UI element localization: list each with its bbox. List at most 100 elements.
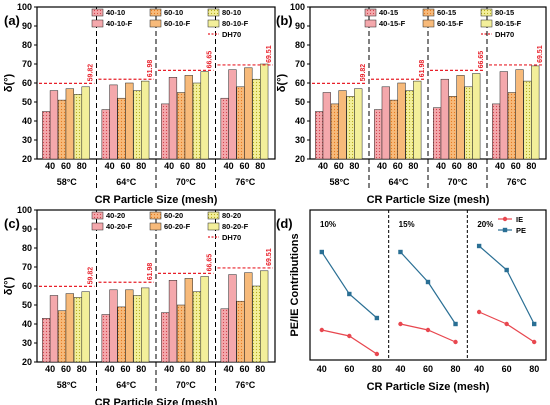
y-tick-label: 30	[22, 135, 32, 145]
plot-frame	[309, 209, 547, 361]
legend-swatch	[422, 19, 435, 28]
x-tick-label: 40	[164, 161, 174, 171]
x-tick-label: 60	[423, 364, 433, 374]
bar-60-plain	[176, 92, 186, 160]
y-tick-label: 60	[295, 78, 305, 88]
x-axis-label: CR Particle Size (mesh)	[95, 194, 218, 206]
legend-swatch	[422, 8, 435, 17]
y-tick-label: 90	[22, 224, 32, 234]
bar-60-foamed	[244, 67, 253, 160]
bar-80-foamed	[200, 71, 209, 160]
dh70-value-label: 61.98	[419, 60, 426, 78]
dh70-value-label: 66.65	[207, 254, 214, 272]
group-label: 76°C	[235, 177, 256, 187]
dh70-value-label: 59.82	[88, 64, 95, 82]
y-tick-label: 60	[22, 78, 32, 88]
dh70-value-label: 69.51	[537, 45, 544, 63]
bar-80-foamed	[531, 65, 540, 160]
bar-40-foamed	[228, 69, 237, 160]
bar-80-plain	[192, 82, 202, 160]
group-label: 76°C	[506, 177, 527, 187]
x-tick-label: 40	[474, 364, 484, 374]
bar-80-foamed	[81, 291, 90, 363]
bar-60-foamed	[125, 82, 134, 160]
bar-40-foamed	[499, 71, 508, 160]
y-tick-label: 30	[295, 135, 305, 145]
legend-entry: DH70	[222, 30, 241, 39]
series-ie-point	[504, 321, 509, 327]
y-tick-label: 30	[22, 338, 32, 348]
bar-40-foamed	[381, 86, 390, 160]
x-tick-label: 80	[136, 161, 146, 171]
bar-40-foamed	[168, 280, 178, 363]
x-tick-label: 40	[224, 364, 234, 374]
dh70-value-label: 59.82	[360, 64, 367, 82]
series-ie-point	[374, 351, 380, 357]
series-ie-point	[532, 339, 537, 345]
x-tick-label: 80	[255, 364, 265, 374]
bar-80-plain	[346, 96, 355, 160]
legend-entry: DH70	[222, 233, 241, 242]
legend-entry: 80-20	[222, 211, 241, 220]
legend-entry: 40-20	[106, 211, 125, 220]
series-ie-point	[453, 339, 458, 345]
x-tick-label: 80	[255, 161, 265, 171]
x-tick-label: 60	[239, 364, 249, 374]
bar-40-foamed	[322, 92, 331, 160]
legend-swatch	[91, 211, 104, 220]
panel-letter: (b)	[276, 13, 293, 28]
legend-swatch	[149, 8, 162, 17]
bar-80-plain	[73, 94, 83, 160]
legend-swatch	[207, 211, 220, 220]
group-label: 76°C	[235, 380, 256, 390]
x-tick-label: 80	[529, 364, 539, 374]
series-pe-point	[504, 267, 509, 273]
x-tick-label: 40	[105, 364, 115, 374]
group-label: 64°C	[116, 380, 137, 390]
x-tick-label: 80	[467, 161, 477, 171]
bar-40-foamed	[109, 289, 118, 363]
series-pe-point	[347, 291, 352, 297]
legend-swatch	[149, 222, 162, 231]
bar-40-plain	[433, 107, 442, 160]
bar-60-plain	[507, 92, 516, 160]
legend-swatch	[480, 19, 493, 28]
dh70-value-label: 59.82	[88, 267, 95, 285]
line-panel: (d) PE/IE Contributions 10% 40 60 80 15% 40 60 80…	[276, 209, 547, 393]
bar-60-plain	[176, 304, 186, 363]
x-tick-label: 60	[452, 161, 462, 171]
legend-swatch	[207, 8, 220, 17]
y-tick-label: 60	[22, 281, 32, 291]
legend-entry: 40-20-F	[106, 222, 133, 231]
x-tick-label: 40	[224, 161, 234, 171]
x-tick-label: 40	[164, 364, 174, 374]
bar-60-foamed	[338, 90, 347, 160]
series-ie-point	[425, 327, 431, 333]
bar-40-plain	[161, 312, 170, 363]
series-pe-point	[374, 315, 380, 321]
bar-80-foamed	[141, 80, 150, 160]
series-ie-point	[319, 327, 324, 333]
y-tick-label: 50	[295, 97, 305, 107]
bar-60-foamed	[184, 278, 193, 363]
x-tick-label: 40	[45, 161, 55, 171]
x-tick-label: 40	[105, 161, 115, 171]
legend-entry: 80-15	[495, 8, 514, 17]
bar-80-plain	[464, 86, 473, 160]
y-tick-label: 50	[22, 300, 32, 310]
bar-panel-0: 20 30 40 50 60 70 80 90 100 δ(°) (a) 40 60 80 59.82 58°…	[3, 2, 276, 206]
series-pe-point	[398, 249, 403, 255]
bar-60-foamed	[244, 272, 253, 363]
legend-entry: 60-15-F	[437, 19, 464, 28]
x-tick-label: 40	[377, 161, 387, 171]
y-tick-label: 90	[22, 21, 32, 31]
legend-entry: DH70	[495, 30, 514, 39]
bar-80-foamed	[472, 73, 481, 160]
bar-40-plain	[220, 97, 229, 160]
x-tick-label: 60	[334, 161, 344, 171]
x-tick-label: 80	[408, 161, 418, 171]
legend: 40-10 40-10-F 60-10 60-10-F 80-10 80-10-F DH70	[91, 8, 249, 39]
bar-60-foamed	[515, 69, 524, 160]
x-tick-label: 60	[393, 161, 403, 171]
bar-60-foamed	[456, 75, 465, 160]
